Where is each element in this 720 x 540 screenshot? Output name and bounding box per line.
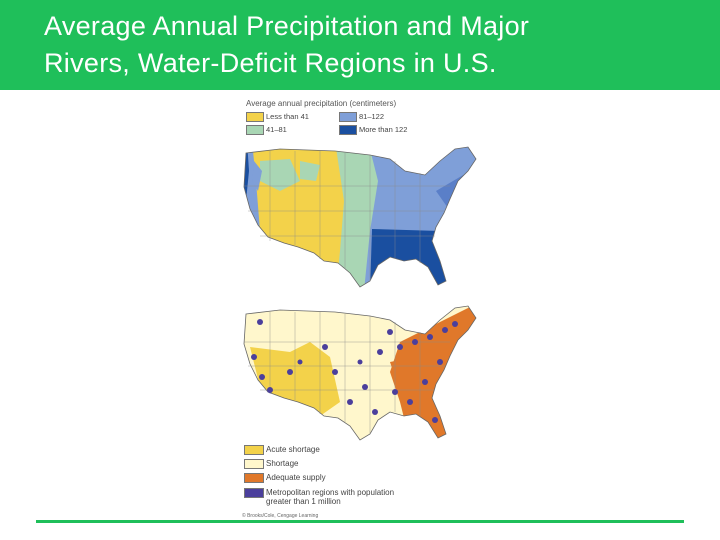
slide-title-line-2: Rivers, Water-Deficit Regions in U.S. [44, 48, 497, 78]
legend-swatch-more-than-122 [339, 125, 357, 135]
legend-swatch-81-122 [339, 112, 357, 122]
legend-label-adequate-supply: Adequate supply [266, 473, 326, 482]
legend-swatch-41-81 [246, 125, 264, 135]
bottom-rule [36, 520, 684, 523]
legend-label-more-than-122: More than 122 [359, 125, 408, 134]
title-bar: Average Annual Precipitation and Major R… [0, 0, 720, 90]
legend-label-shortage: Shortage [266, 459, 299, 468]
legend-label-81-122: 81–122 [359, 112, 385, 121]
legend-swatch-adequate-supply [244, 473, 264, 483]
legend-label-metropolitan-regions: Metropolitan regions with population gre… [266, 488, 395, 506]
slide-title: Average Annual Precipitation and Major R… [44, 8, 704, 82]
precipitation-legend-title: Average annual precipitation (centimeter… [246, 99, 397, 108]
legend-swatch-shortage [244, 459, 264, 469]
precipitation-map [243, 146, 477, 288]
water-deficit-map [243, 305, 477, 441]
legend-label-41-81: 41–81 [266, 125, 287, 134]
legend-swatch-less-than-41 [246, 112, 264, 122]
copyright-credit: © Brooks/Cole, Cengage Learning [242, 513, 319, 519]
slide-title-line-1: Average Annual Precipitation and Major [44, 11, 530, 41]
maps-figure: Average annual precipitation (centimeter… [240, 97, 480, 522]
legend-label-acute-shortage: Acute shortage [266, 445, 320, 454]
legend-label-less-than-41: Less than 41 [266, 112, 309, 121]
legend-swatch-acute-shortage [244, 445, 264, 455]
legend-swatch-metropolitan-regions [244, 488, 264, 498]
